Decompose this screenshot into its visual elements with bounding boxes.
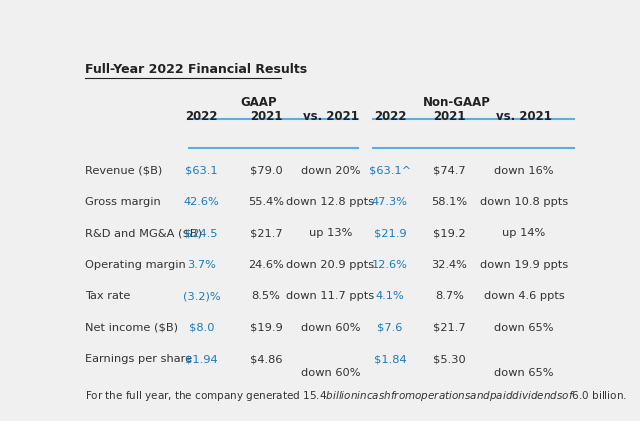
Text: $5.30: $5.30 <box>433 354 466 364</box>
Text: $1.94: $1.94 <box>185 354 218 364</box>
Text: 55.4%: 55.4% <box>248 197 284 207</box>
Text: Full-Year 2022 Financial Results: Full-Year 2022 Financial Results <box>85 64 307 77</box>
Text: 24.6%: 24.6% <box>248 260 284 270</box>
Text: (3.2)%: (3.2)% <box>182 291 220 301</box>
Text: 2022: 2022 <box>185 110 218 123</box>
Text: Operating margin: Operating margin <box>85 260 186 270</box>
Text: R&D and MG&A ($B): R&D and MG&A ($B) <box>85 229 202 238</box>
Text: Earnings per share: Earnings per share <box>85 354 192 364</box>
Text: 2022: 2022 <box>374 110 406 123</box>
Text: down 60%: down 60% <box>301 368 360 378</box>
Text: vs. 2021: vs. 2021 <box>496 110 552 123</box>
Text: 4.1%: 4.1% <box>376 291 404 301</box>
Text: Gross margin: Gross margin <box>85 197 161 207</box>
Text: $4.86: $4.86 <box>250 354 282 364</box>
Text: $7.6: $7.6 <box>378 323 403 333</box>
Text: GAAP: GAAP <box>240 96 277 109</box>
Text: 8.5%: 8.5% <box>252 291 280 301</box>
Text: $74.7: $74.7 <box>433 165 466 176</box>
Text: down 60%: down 60% <box>301 323 360 333</box>
Text: $19.2: $19.2 <box>433 229 466 238</box>
Text: up 14%: up 14% <box>502 229 545 238</box>
Text: 32.4%: 32.4% <box>431 260 467 270</box>
Text: For the full year, the company generated $15.4 billion in cash from operations a: For the full year, the company generated… <box>85 389 627 403</box>
Text: up 13%: up 13% <box>308 229 352 238</box>
Text: down 65%: down 65% <box>494 323 554 333</box>
Text: 42.6%: 42.6% <box>184 197 220 207</box>
Text: down 19.9 ppts: down 19.9 ppts <box>480 260 568 270</box>
Text: down 11.7 ppts: down 11.7 ppts <box>286 291 374 301</box>
Text: $79.0: $79.0 <box>250 165 282 176</box>
Text: $63.1^: $63.1^ <box>369 165 411 176</box>
Text: 47.3%: 47.3% <box>372 197 408 207</box>
Text: 2021: 2021 <box>250 110 282 123</box>
Text: down 20%: down 20% <box>301 165 360 176</box>
Text: $1.84: $1.84 <box>374 354 406 364</box>
Text: Tax rate: Tax rate <box>85 291 131 301</box>
Text: 12.6%: 12.6% <box>372 260 408 270</box>
Text: down 16%: down 16% <box>494 165 554 176</box>
Text: 58.1%: 58.1% <box>431 197 468 207</box>
Text: Non-GAAP: Non-GAAP <box>423 96 491 109</box>
Text: $24.5: $24.5 <box>185 229 218 238</box>
Text: Revenue ($B): Revenue ($B) <box>85 165 162 176</box>
Text: $8.0: $8.0 <box>189 323 214 333</box>
Text: down 10.8 ppts: down 10.8 ppts <box>480 197 568 207</box>
Text: down 20.9 ppts: down 20.9 ppts <box>287 260 374 270</box>
Text: 8.7%: 8.7% <box>435 291 464 301</box>
Text: down 4.6 ppts: down 4.6 ppts <box>484 291 564 301</box>
Text: $19.9: $19.9 <box>250 323 282 333</box>
Text: 3.7%: 3.7% <box>187 260 216 270</box>
Text: Net income ($B): Net income ($B) <box>85 323 178 333</box>
Text: vs. 2021: vs. 2021 <box>303 110 358 123</box>
Text: down 65%: down 65% <box>494 368 554 378</box>
Text: 2021: 2021 <box>433 110 466 123</box>
Text: $21.9: $21.9 <box>374 229 406 238</box>
Text: $63.1: $63.1 <box>185 165 218 176</box>
Text: $21.7: $21.7 <box>433 323 466 333</box>
Text: $21.7: $21.7 <box>250 229 282 238</box>
Text: down 12.8 ppts: down 12.8 ppts <box>287 197 374 207</box>
